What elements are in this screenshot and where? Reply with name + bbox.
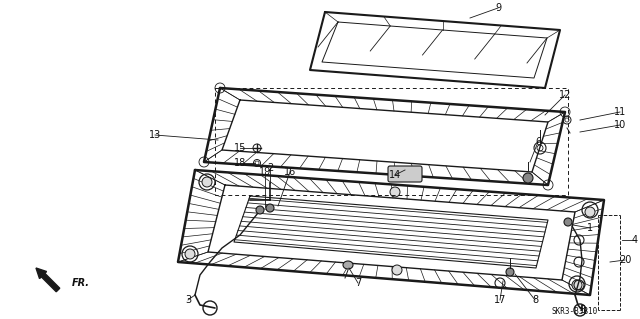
Circle shape [523, 173, 533, 183]
Text: 20: 20 [619, 255, 631, 265]
Text: 4: 4 [632, 235, 638, 245]
Text: 17: 17 [494, 295, 506, 305]
FancyBboxPatch shape [388, 166, 422, 182]
Text: 15: 15 [234, 143, 246, 153]
Text: SKR3-B3B10: SKR3-B3B10 [552, 308, 598, 316]
Text: 13: 13 [149, 130, 161, 140]
Circle shape [390, 187, 400, 197]
Text: 5: 5 [579, 305, 585, 315]
Text: 11: 11 [614, 107, 626, 117]
Text: FR.: FR. [72, 278, 90, 288]
Text: 2: 2 [267, 163, 273, 173]
Text: 10: 10 [614, 120, 626, 130]
Circle shape [392, 265, 402, 275]
Text: 1: 1 [587, 223, 593, 233]
Text: 18: 18 [234, 158, 246, 168]
Circle shape [585, 207, 595, 217]
Text: 3: 3 [185, 295, 191, 305]
Text: 14: 14 [389, 170, 401, 180]
FancyArrow shape [36, 268, 60, 292]
Text: 7: 7 [355, 278, 361, 288]
Circle shape [564, 218, 572, 226]
Text: 8: 8 [532, 295, 538, 305]
Circle shape [506, 268, 514, 276]
Circle shape [202, 177, 212, 187]
Circle shape [266, 204, 274, 212]
Circle shape [185, 249, 195, 259]
Text: 9: 9 [495, 3, 501, 13]
Text: 19: 19 [259, 167, 271, 177]
Circle shape [256, 206, 264, 214]
Text: 16: 16 [284, 167, 296, 177]
Text: 6: 6 [535, 137, 541, 147]
Circle shape [572, 280, 582, 290]
Text: 12: 12 [559, 90, 571, 100]
Ellipse shape [343, 261, 353, 269]
